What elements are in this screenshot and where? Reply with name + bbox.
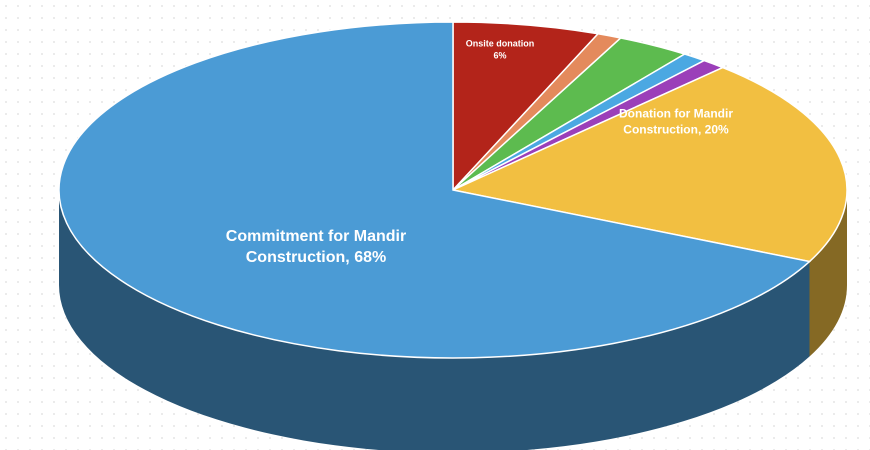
data-label: Onsite donation 6% (455, 38, 545, 61)
slice (452, 21, 600, 192)
label-category: Onsite donation (465, 38, 535, 49)
label-category: Donation for Mandir Construction (619, 106, 733, 136)
label-value: 20% (704, 122, 729, 136)
slice (450, 66, 848, 263)
label-value: 6% (493, 50, 507, 60)
data-label: Donation for Mandir Construction 20% (606, 106, 746, 137)
slice-side (59, 190, 810, 450)
data-label: Commitment for Mandir Construction 68% (216, 227, 416, 269)
label-value: 68% (354, 249, 387, 266)
slice-side (809, 190, 847, 357)
slice (58, 21, 812, 359)
